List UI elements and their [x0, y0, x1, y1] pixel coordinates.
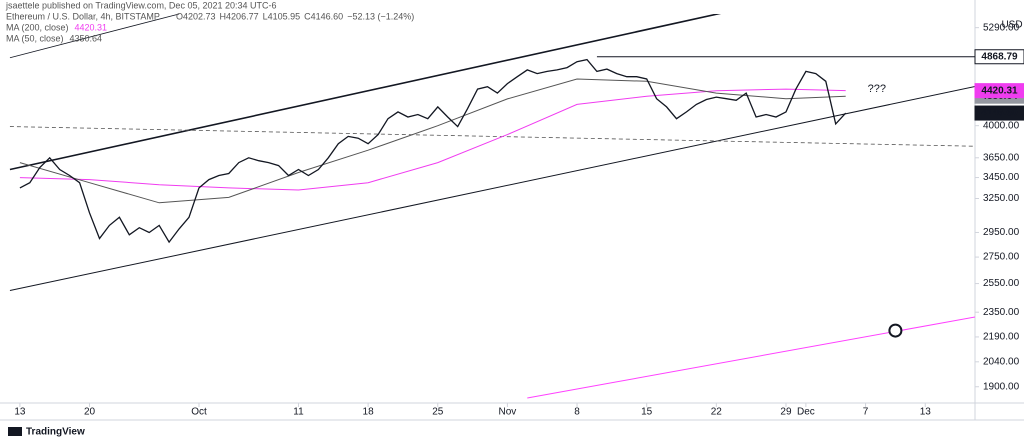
y-tick-label: 4000.00 [983, 120, 1020, 131]
y-tick-label: 2040.00 [983, 356, 1020, 367]
trendline [527, 316, 975, 399]
y-tick-label: 2350.00 [983, 307, 1020, 318]
ma-line [19, 88, 846, 191]
x-tick-label: 29 [780, 407, 792, 418]
y-tick-label: 2750.00 [983, 252, 1020, 263]
legend-value: 4350.64 [70, 33, 103, 43]
y-tick-label: 3650.00 [983, 152, 1020, 163]
x-tick-label: 13 [920, 407, 932, 418]
x-tick-label: 13 [14, 407, 26, 418]
x-tick-label: 11 [293, 407, 304, 418]
plot-area: ??? [9, 14, 975, 399]
legend-name: MA (200, close) [6, 22, 69, 32]
y-tick-label: 3450.00 [983, 172, 1020, 183]
footer-logo: TradingView [26, 427, 85, 438]
price-label: 4420.31 [981, 85, 1018, 96]
y-tick-label: 1900.00 [983, 381, 1020, 392]
legend-value: 4420.31 [75, 22, 108, 32]
x-tick-label: Dec [797, 407, 815, 418]
axes: 5290.00 4000.00 3650.00 3450.00 3250.00 2950.… [14, 22, 1024, 418]
price-label-box [974, 83, 1024, 99]
x-tick-label: 15 [641, 407, 653, 418]
legend-symbol: Ethereum / U.S. Dollar, 4h, BITSTAMP [6, 11, 160, 21]
legend-ohlc: −52.13 (−1.24%) [347, 11, 414, 21]
y-tick-label: 3250.00 [983, 193, 1020, 204]
marker [888, 323, 903, 338]
price-label: 4146.60 [981, 108, 1018, 119]
trendline [9, 85, 975, 291]
price-label: 4868.79 [981, 51, 1018, 62]
x-tick-label: 8 [574, 407, 580, 418]
y-tick-label: 2550.00 [983, 278, 1020, 289]
x-tick-label: Nov [498, 407, 516, 418]
y-tick-label: 5290.00 [983, 22, 1020, 33]
currency: USD [1001, 20, 1022, 31]
trendline [9, 14, 180, 59]
price-line [19, 58, 847, 244]
header: jsaettele published on TradingView.com, … [5, 0, 277, 10]
x-tick-label: 25 [432, 407, 444, 418]
y-tick-label: 2190.00 [983, 332, 1020, 343]
legend-ohlc: L4105.95 [263, 11, 301, 21]
legend: Ethereum / U.S. Dollar, 4h, BITSTAMP O420… [6, 11, 414, 43]
x-tick-label: 7 [863, 407, 869, 418]
trendline [9, 126, 975, 147]
trendline [9, 14, 722, 171]
y-tick-label: 2950.00 [983, 227, 1020, 238]
legend-ohlc: O4202.73 [176, 11, 216, 21]
legend-name: MA (50, close) [6, 33, 64, 43]
annotation: ??? [868, 83, 886, 95]
price-label-box [974, 105, 1024, 121]
x-tick-label: Oct [191, 407, 207, 418]
x-tick-label: 18 [363, 407, 375, 418]
logo-icon [8, 427, 22, 436]
ma-line [19, 78, 846, 204]
legend-ohlc: H4206.77 [220, 11, 259, 21]
legend-ohlc: C4146.60 [304, 11, 343, 21]
price-label-box [974, 49, 1024, 65]
x-tick-label: 20 [84, 407, 96, 418]
x-tick-label: 22 [711, 407, 723, 418]
